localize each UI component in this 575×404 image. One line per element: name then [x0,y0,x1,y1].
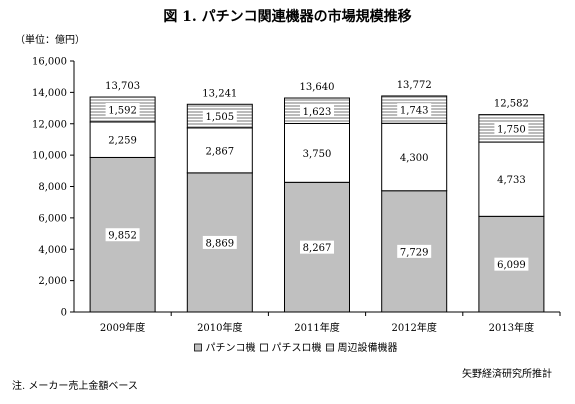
value-label-box [397,103,432,117]
value-label: 8,869 [205,238,234,249]
value-label-box [300,146,334,160]
value-label: 1,623 [303,107,332,118]
y-tick-label: 12,000 [32,119,67,130]
value-label-box [494,257,529,271]
value-label-box [202,143,237,157]
total-label: 12,582 [494,99,529,110]
y-tick-label: 16,000 [32,57,67,68]
value-label-box [202,109,237,123]
value-label: 8,267 [303,243,332,254]
value-label-box [105,228,140,242]
value-label: 4,733 [497,175,526,186]
value-label: 2,867 [205,146,234,157]
value-label-box [397,244,432,258]
unit-label: （単位：億円） [15,33,85,46]
legend-swatch [194,343,202,352]
legend-swatch [260,343,268,352]
y-tick-label: 0 [61,308,67,319]
y-tick-label: 10,000 [32,151,67,162]
x-tick-label: 2013年度 [489,321,534,334]
value-label-box [494,172,529,186]
value-label-box [397,150,432,164]
legend-label: パチンコ機 [206,341,256,354]
y-tick-label: 2,000 [38,276,67,287]
value-label-box [105,103,140,117]
x-tick-label: 2011年度 [294,321,339,334]
value-label-box [300,240,334,254]
value-label: 4,300 [400,153,429,164]
total-label: 13,703 [105,81,140,92]
chart-title: 図 1. パチンコ関連機器の市場規模推移 [163,8,411,25]
y-tick-label: 6,000 [38,213,67,224]
x-tick-label: 2010年度 [197,321,242,334]
note-label: 注. メーカー売上金額ベース [12,379,138,392]
value-label: 1,505 [205,112,234,123]
value-label-box [494,121,529,135]
total-label: 13,772 [397,80,432,91]
x-tick-label: 2009年度 [100,321,145,334]
total-label: 13,241 [202,88,237,99]
y-tick-label: 4,000 [38,245,67,256]
value-label: 1,592 [108,106,137,117]
value-label-box [300,104,334,118]
value-label: 1,750 [497,124,526,135]
value-label: 1,743 [400,106,429,117]
value-label-box [202,235,237,249]
y-axis: 0 2,000 4,000 6,000 8,000 10,000 12,000 14,000 1… [32,57,75,319]
x-tick-label: 2012年度 [391,321,436,334]
bars-group: 9,852 2,259 1,592 13,703 8,869 2,867 1,505 13,2… [89,80,545,313]
value-label-box [105,133,140,147]
source-label: 矢野経済研究所推計 [462,367,552,380]
y-tick-label: 8,000 [38,182,67,193]
legend-swatch [326,343,334,352]
x-axis: 2009年度 2010年度 2011年度 2012年度 2013年度 [74,311,561,334]
value-label: 7,729 [400,247,429,258]
legend: パチンコ機 パチスロ機 周辺設備機器 [194,341,398,354]
value-label: 9,852 [108,231,137,242]
legend-label: 周辺設備機器 [338,341,398,354]
value-label: 6,099 [497,260,526,271]
value-label: 3,750 [303,149,332,160]
legend-label: パチスロ機 [272,341,322,354]
value-label: 2,259 [108,136,137,147]
total-label: 13,640 [300,82,335,93]
y-tick-label: 14,000 [32,88,67,99]
